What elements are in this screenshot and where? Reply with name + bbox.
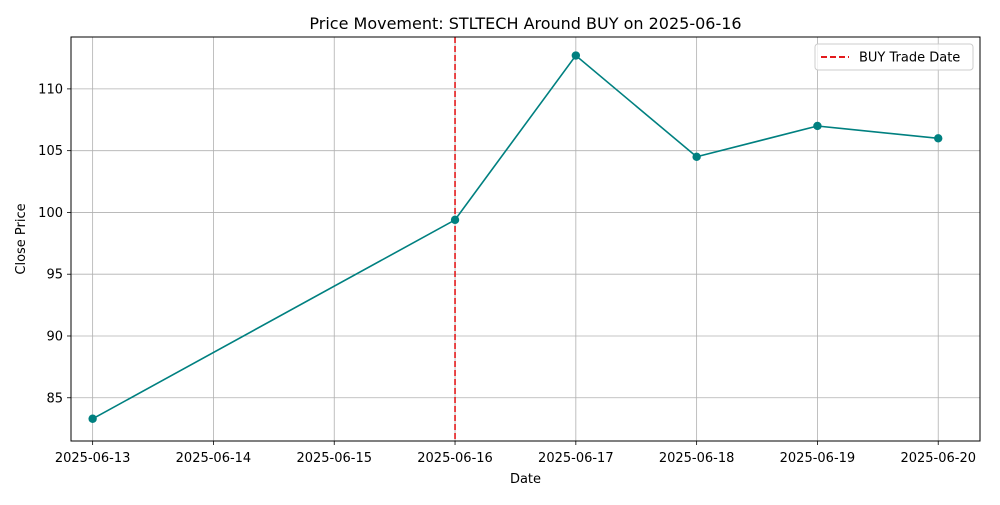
legend-label: BUY Trade Date (859, 51, 960, 66)
data-point (692, 152, 701, 162)
y-tick-label: 100 (38, 206, 63, 221)
y-tick-label: 90 (46, 329, 63, 344)
x-tick-label: 2025-06-17 (538, 451, 614, 466)
y-tick-label: 95 (46, 268, 63, 283)
close-price-line (92, 54, 939, 420)
x-tick-label: 2025-06-15 (296, 451, 372, 466)
legend: BUY Trade Date (814, 43, 974, 71)
series-layer (88, 51, 943, 423)
data-point (813, 121, 822, 131)
grid-layer (71, 37, 980, 441)
x-axis-label: Date (510, 472, 541, 487)
x-tick-label: 2025-06-16 (417, 451, 493, 466)
data-point (571, 51, 581, 60)
y-axis-ticks: 85 90 95 100 105 110 (38, 82, 71, 406)
x-axis-ticks: 2025-06-13 2025-06-14 2025-06-15 2025-06-16… (55, 441, 976, 466)
data-point (934, 134, 943, 143)
legend-box (814, 43, 974, 71)
x-tick-label: 2025-06-13 (55, 451, 131, 466)
y-tick-label: 110 (38, 82, 63, 97)
data-point (88, 414, 97, 423)
x-tick-label: 2025-06-14 (176, 451, 252, 466)
y-tick-label: 85 (46, 391, 63, 406)
x-tick-label: 2025-06-19 (780, 451, 856, 466)
plot-frame (70, 36, 981, 442)
chart-title: Price Movement: STLTECH Around BUY on 20… (309, 14, 741, 33)
x-tick-label: 2025-06-20 (900, 451, 976, 466)
y-axis-label: Close Price (14, 203, 29, 274)
x-tick-label: 2025-06-18 (659, 451, 735, 466)
data-point (450, 215, 460, 225)
y-tick-label: 105 (38, 144, 63, 159)
